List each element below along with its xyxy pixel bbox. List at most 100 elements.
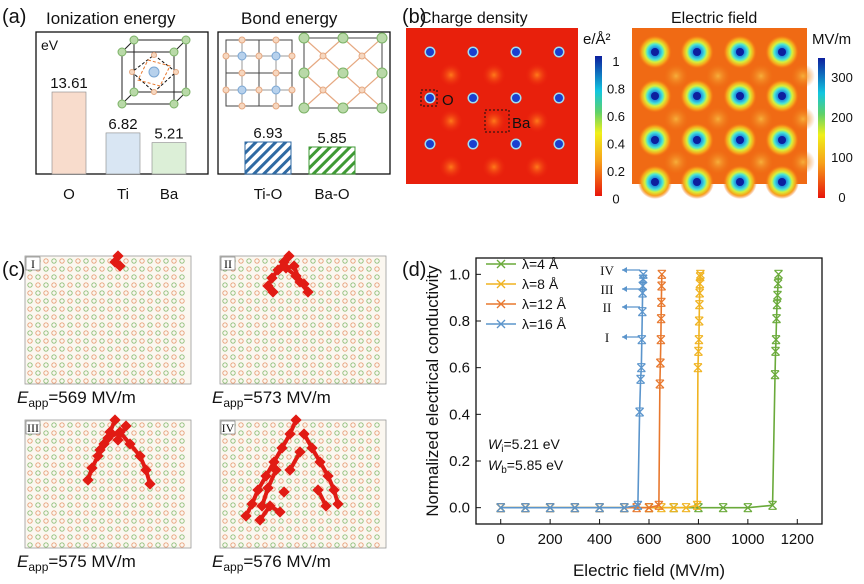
- x-tick-label: 0: [497, 531, 505, 548]
- o-site-box: [420, 89, 438, 107]
- panel-a-label: (a): [2, 6, 26, 28]
- field-hotspot-core: [651, 178, 659, 186]
- field-hotspot-core: [778, 178, 786, 186]
- panel-b-label: (b): [402, 6, 426, 28]
- ba-charge-blob: [481, 154, 507, 180]
- charge-colorbar-tick: 0.2: [607, 164, 625, 179]
- x-tick-label: 1000: [731, 531, 764, 548]
- ti-o-lattice-icon: [222, 36, 296, 110]
- charge-colorbar-unit: e/Å²: [583, 31, 611, 48]
- o-charge-dot: [512, 48, 520, 56]
- applied-field-caption: Eapp=573 MV/m: [212, 388, 331, 410]
- wb-value: =5.85 eV: [507, 457, 564, 473]
- bond-value-ti-o: 6.93: [253, 125, 282, 142]
- field-cell-blob: [791, 150, 815, 174]
- breakdown-panel-ii: II Eapp=573 MV/m: [212, 250, 387, 410]
- data-point: [654, 500, 664, 510]
- charge-colorbar-tick: 0.6: [607, 109, 625, 124]
- x-tick-label: 600: [636, 531, 661, 548]
- ionization-value-ba: 5.21: [154, 126, 183, 143]
- data-point: [636, 363, 646, 373]
- y-tick-label: 0.8: [449, 313, 470, 330]
- ionization-xlabel-o: O: [63, 186, 75, 203]
- data-point: [695, 269, 705, 279]
- state-marker-iii: III: [601, 282, 640, 297]
- o-charge-dot: [512, 94, 520, 102]
- electric-field-map: Electric field: [632, 10, 815, 199]
- legend-entry-2: λ=12 Å: [486, 296, 567, 312]
- x-tick-label: 200: [538, 531, 563, 548]
- roman-badge: [220, 256, 236, 271]
- bond-energy-chart: Bond energy: [217, 9, 391, 203]
- data-point: [694, 335, 704, 345]
- data-point: [656, 335, 666, 345]
- data-point: [772, 314, 781, 324]
- field-colorbar-tick: 0: [838, 190, 845, 205]
- wb-subscript: b: [501, 465, 507, 476]
- charge-colorbar: e/Å² 1 0.8 0.6 0.4 0.2 0: [583, 31, 625, 207]
- data-point: [656, 297, 666, 307]
- field-cell-blob: [791, 64, 815, 88]
- field-hotspot-core: [736, 92, 744, 100]
- ba-site-label: Ba: [512, 115, 531, 132]
- data-point: [638, 269, 648, 279]
- legend-entry-3: λ=16 Å: [486, 316, 567, 332]
- x-tick-label: 400: [587, 531, 612, 548]
- state-marker-i: I: [605, 330, 640, 345]
- field-hotspot-core: [651, 92, 659, 100]
- field-cell-blob: [749, 150, 773, 174]
- ionization-bar-ba: [151, 142, 187, 175]
- breakdown-panel-i: I Eapp=569 MV/m: [17, 250, 192, 410]
- x-tick-label: 800: [686, 531, 711, 548]
- roman-label: II: [224, 257, 232, 271]
- bond-title: Bond energy: [241, 9, 338, 28]
- wi-subscript: i: [501, 444, 503, 455]
- data-point: [520, 503, 530, 513]
- field-hotspot-core: [651, 136, 659, 144]
- data-point: [657, 281, 667, 291]
- e-symbol: E: [17, 388, 29, 407]
- series-3: [496, 269, 648, 513]
- data-point: [635, 407, 645, 417]
- x-axis-label: Electric field (MV/m): [573, 561, 725, 580]
- marker-roman: IV: [600, 263, 614, 278]
- roman-label: IV: [222, 421, 235, 435]
- roman-label: III: [27, 421, 39, 435]
- field-hotspot-core: [693, 136, 701, 144]
- e-subscript: app: [28, 396, 48, 410]
- data-point: [633, 500, 643, 510]
- data-point: [545, 503, 555, 513]
- y-tick-label: 0.0: [449, 500, 470, 517]
- field-colorbar-tick: 200: [831, 110, 853, 125]
- data-point: [619, 503, 629, 513]
- data-point: [669, 503, 679, 513]
- data-point: [496, 503, 506, 513]
- field-cell-blob: [706, 64, 730, 88]
- o-charge-dot: [469, 94, 477, 102]
- legend-entry-0: λ=4 Å: [486, 256, 559, 272]
- field-hotspot-core: [736, 48, 744, 56]
- bond-x-labels: Ti-O Ba-O: [254, 186, 350, 203]
- marker-roman: I: [605, 330, 609, 345]
- panel-c-label: (c): [2, 259, 25, 281]
- breakdown-path: [240, 414, 344, 526]
- ba-charge-blob: [524, 62, 550, 88]
- bond-value-ba-o: 5.85: [317, 130, 346, 147]
- o-charge-dot: [512, 140, 520, 148]
- lattice-sites: [222, 258, 380, 384]
- field-cell-blob: [749, 64, 773, 88]
- ionization-xlabel-ba: Ba: [160, 186, 179, 203]
- data-point: [693, 346, 703, 356]
- legend-label: λ=8 Å: [522, 276, 559, 292]
- bond-xlabel-ba-o: Ba-O: [314, 186, 349, 203]
- o-charge-dot: [469, 48, 477, 56]
- data-point: [637, 307, 647, 317]
- breakdown-panel-iv: IV Eapp=576 MV/m: [212, 414, 387, 574]
- field-cell-blob: [706, 150, 730, 174]
- field-hotspot-core: [736, 136, 744, 144]
- e-symbol: E: [212, 552, 224, 571]
- data-point: [773, 290, 782, 300]
- data-point: [655, 358, 665, 368]
